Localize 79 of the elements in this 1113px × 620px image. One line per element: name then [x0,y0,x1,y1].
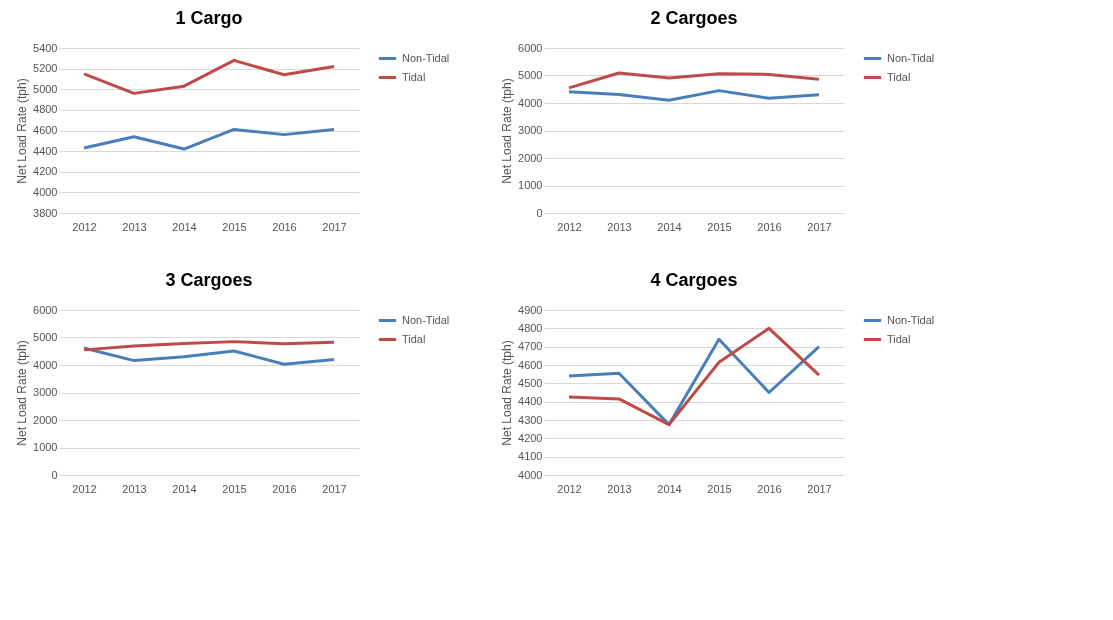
x-tick-label: 2017 [807,220,832,233]
legend-label: Tidal [887,332,911,345]
x-tick-label: 2012 [72,482,97,495]
x-tick-label: 2013 [607,220,632,233]
x-tick-label: 2015 [222,482,247,495]
x-tick-label: 2014 [172,220,197,233]
chart-title: 3 Cargoes [165,270,253,290]
y-axis-title: Net Load Rate (tph) [15,78,30,184]
chart-title: 1 Cargo [175,8,243,28]
y-tick-label: 4800 [33,103,58,116]
y-tick-label: 1000 [518,179,543,191]
chart-title: 4 Cargoes [650,270,738,290]
x-tick-label: 2012 [557,482,582,495]
y-tick-label: 3800 [33,206,58,219]
y-tick-label: 4600 [33,124,58,136]
x-tick-label: 2013 [607,482,632,495]
line-series [567,71,821,90]
line-series [82,346,336,366]
x-tick-label: 2016 [272,220,297,233]
x-tick-label: 2017 [807,482,832,495]
x-tick-label: 2016 [757,482,782,495]
x-tick-label: 2013 [122,220,147,233]
legend-label: Non-Tidal [402,51,450,64]
y-tick-label: 2000 [33,413,58,426]
x-tick-label: 2012 [557,220,582,233]
line-series [82,58,336,95]
y-tick-label: 2000 [518,151,543,164]
y-tick-label: 5000 [33,331,58,343]
y-tick-label: 4000 [33,185,58,198]
y-tick-label: 0 [51,468,58,481]
legend-label: Non-Tidal [402,313,450,326]
legend-label: Non-Tidal [887,51,935,64]
line-series [567,89,821,102]
legend-label: Tidal [402,70,426,83]
y-tick-label: 0 [536,206,543,219]
x-tick-label: 2014 [657,482,682,495]
x-tick-label: 2014 [657,220,682,233]
y-tick-label: 3000 [33,386,58,398]
y-tick-label: 4200 [33,165,58,178]
y-tick-label: 1000 [33,441,58,453]
y-tick-label: 4700 [518,340,543,353]
y-tick-label: 4100 [518,450,543,463]
x-tick-label: 2016 [272,482,297,495]
y-axis-title: Net Load Rate (tph) [500,340,515,446]
y-tick-label: 4000 [518,468,543,481]
y-tick-label: 5400 [33,41,58,54]
legend-label: Tidal [887,70,911,83]
y-tick-label: 5000 [33,82,58,95]
y-tick-label: 4900 [518,303,543,316]
x-tick-label: 2015 [707,482,732,495]
x-tick-label: 2017 [322,482,347,495]
y-tick-label: 6000 [33,303,58,316]
y-tick-label: 4200 [518,431,543,444]
chart-title: 2 Cargoes [650,8,738,28]
y-tick-label: 4800 [518,321,543,334]
line-series [82,127,336,151]
y-tick-label: 4500 [518,376,543,389]
y-tick-label: 4000 [33,358,58,371]
y-tick-label: 6000 [518,41,543,54]
y-tick-label: 4400 [518,395,543,408]
x-tick-label: 2015 [222,220,247,233]
y-tick-label: 4600 [518,358,543,371]
x-tick-label: 2015 [707,220,732,233]
legend-label: Tidal [402,332,426,345]
x-tick-label: 2012 [72,220,97,233]
y-tick-label: 5000 [518,69,543,81]
legend-label: Non-Tidal [887,313,935,326]
x-tick-label: 2017 [322,220,347,233]
y-axis-title: Net Load Rate (tph) [500,78,515,184]
y-tick-label: 4300 [518,413,543,426]
y-axis-title: Net Load Rate (tph) [15,340,30,446]
x-tick-label: 2016 [757,220,782,233]
y-tick-label: 4000 [518,96,543,109]
y-tick-label: 3000 [518,124,543,136]
y-tick-label: 4400 [33,144,58,157]
x-tick-label: 2014 [172,482,197,495]
line-series [82,340,336,352]
y-tick-label: 5200 [33,62,58,75]
x-tick-label: 2013 [122,482,147,495]
